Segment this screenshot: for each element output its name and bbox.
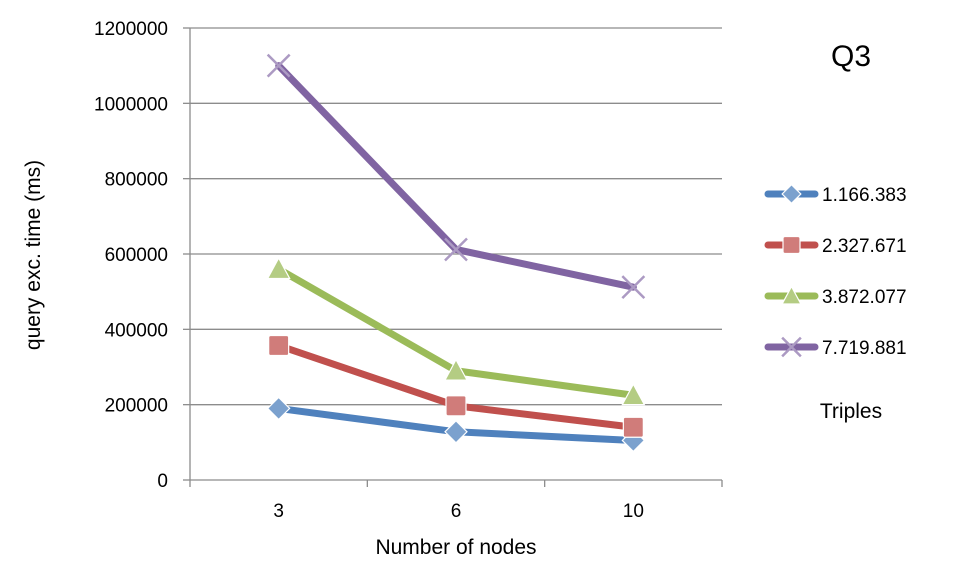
diamond-marker (444, 419, 468, 444)
x-marker (266, 53, 291, 78)
diamond-marker (781, 183, 802, 205)
legend-item: 7.719.881 (764, 336, 907, 359)
x-tick-label: 3 (273, 501, 284, 522)
series-lines (266, 53, 646, 453)
chart-title: Q3 (831, 40, 871, 73)
square-marker (622, 416, 644, 438)
legend-item: 3.872.077 (764, 285, 907, 308)
y-tick-label: 400000 (105, 320, 168, 341)
y-tick-label: 0 (157, 471, 168, 492)
legend: 1.166.383 2.327.671 3.872.077 7.719.881 (764, 183, 907, 359)
x-marker-stroke (444, 237, 468, 262)
series-3.872.077 (266, 256, 646, 406)
square-marker (445, 395, 467, 417)
triangle-marker (781, 285, 802, 305)
y-tick-label: 800000 (105, 170, 168, 191)
x-marker-stroke (621, 275, 646, 300)
y-axis-label: query exc. time (ms) (22, 160, 45, 350)
square-marker (268, 334, 290, 357)
series-7.719.881 (266, 53, 646, 300)
y-tick-label: 1000000 (94, 94, 168, 115)
legend-item: 2.327.671 (764, 235, 907, 257)
x-marker (781, 336, 802, 358)
diamond-marker (266, 396, 291, 421)
triangle-marker (443, 358, 469, 381)
triangle-marker (621, 382, 646, 406)
triangle-marker (266, 256, 291, 280)
y-tick-label: 600000 (105, 245, 168, 266)
y-tick-label: 200000 (105, 396, 168, 417)
series-2.327.671 (268, 334, 644, 438)
legend-label: 7.719.881 (822, 338, 907, 359)
x-tick-label: 10 (623, 501, 644, 522)
legend-item: 1.166.383 (764, 183, 907, 206)
square-marker (782, 235, 801, 255)
legend-title: Triples (820, 400, 882, 423)
x-marker-stroke (266, 53, 291, 78)
y-tick-label: 1200000 (94, 19, 168, 40)
legend-label: 3.872.077 (822, 287, 907, 308)
x-marker-stroke (781, 336, 802, 358)
x-axis-label: Number of nodes (375, 536, 536, 559)
x-tick-label: 6 (451, 501, 462, 522)
legend-label: 2.327.671 (822, 236, 907, 257)
legend-label: 1.166.383 (822, 185, 907, 206)
axes (183, 27, 723, 487)
x-marker (444, 237, 468, 262)
y-tick-labels: 0 200000 400000 600000 800000 1000000 1200000 (94, 19, 168, 492)
x-tick-labels: 3 6 10 (273, 501, 644, 522)
x-marker (621, 275, 646, 300)
